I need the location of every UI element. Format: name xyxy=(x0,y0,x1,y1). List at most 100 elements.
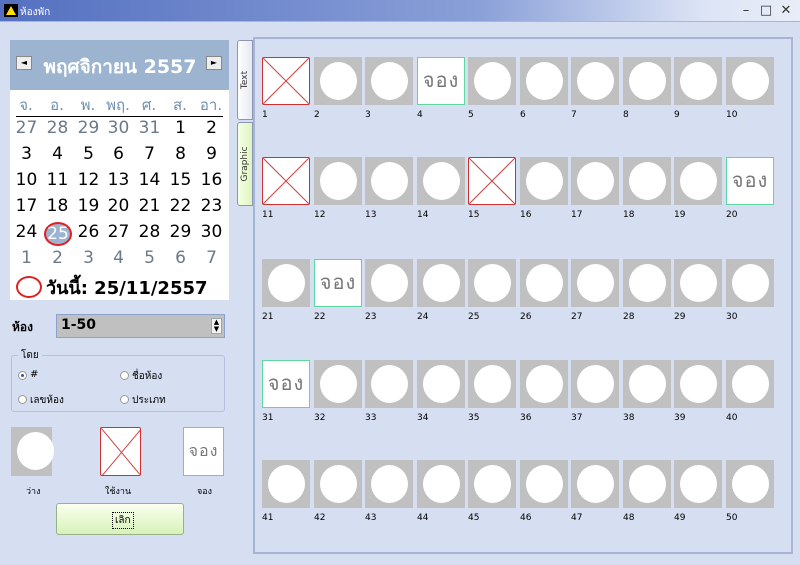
calendar-day[interactable]: 8 xyxy=(175,144,186,164)
maximize-button[interactable]: □ xyxy=(759,3,773,18)
room-reserved-cell[interactable]: จอง xyxy=(417,57,465,105)
room-free-cell[interactable] xyxy=(365,259,413,307)
calendar-day[interactable]: 6 xyxy=(113,144,124,164)
room-free-cell[interactable] xyxy=(520,360,568,408)
room-reserved-cell[interactable]: จอง xyxy=(314,259,362,307)
room-free-cell[interactable] xyxy=(314,57,362,105)
calendar-day[interactable]: 10 xyxy=(15,170,38,190)
room-free-cell[interactable] xyxy=(571,360,619,408)
room-free-cell[interactable] xyxy=(314,157,362,205)
room-free-cell[interactable] xyxy=(674,57,722,105)
room-free-cell[interactable] xyxy=(623,157,671,205)
room-free-cell[interactable] xyxy=(314,360,362,408)
room-free-cell[interactable] xyxy=(417,460,465,508)
room-free-cell[interactable] xyxy=(623,259,671,307)
calendar-day[interactable]: 9 xyxy=(206,144,217,164)
room-free-cell[interactable] xyxy=(674,460,722,508)
room-free-cell[interactable] xyxy=(365,460,413,508)
calendar-day[interactable]: 27 xyxy=(107,222,130,242)
room-free-cell[interactable] xyxy=(726,360,774,408)
room-free-cell[interactable] xyxy=(520,259,568,307)
calendar-day[interactable]: 18 xyxy=(46,196,69,216)
cancel-button[interactable]: เลิก xyxy=(56,503,184,535)
room-free-cell[interactable] xyxy=(417,360,465,408)
calendar-day[interactable]: 30 xyxy=(200,222,223,242)
calendar-day[interactable]: 20 xyxy=(107,196,130,216)
calendar-day[interactable]: 30 xyxy=(107,118,130,138)
room-reserved-cell[interactable]: จอง xyxy=(262,360,310,408)
sort-radio[interactable] xyxy=(120,395,129,404)
close-button[interactable]: ✕ xyxy=(780,3,792,18)
calendar-day[interactable]: 11 xyxy=(46,170,69,190)
calendar-day[interactable]: 23 xyxy=(200,196,223,216)
room-free-cell[interactable] xyxy=(623,360,671,408)
calendar-day[interactable]: 5 xyxy=(144,248,155,268)
calendar-day[interactable]: 31 xyxy=(138,118,161,138)
calendar-day[interactable]: 17 xyxy=(15,196,38,216)
room-free-cell[interactable] xyxy=(726,57,774,105)
sort-radio[interactable] xyxy=(120,371,129,380)
calendar-day[interactable]: 12 xyxy=(77,170,100,190)
room-free-cell[interactable] xyxy=(417,259,465,307)
calendar-day[interactable]: 26 xyxy=(77,222,100,242)
spin-icon[interactable]: ▲ ▼ xyxy=(211,318,222,334)
calendar-day[interactable]: 24 xyxy=(15,222,38,242)
calendar[interactable]: ◄ พฤศจิกายน 2557 ► วันนี้: 25/11/2557 จ.… xyxy=(10,40,229,300)
calendar-day[interactable]: 7 xyxy=(206,248,217,268)
calendar-day[interactable]: 5 xyxy=(83,144,94,164)
room-range-select[interactable]: 1-50 ▲ ▼ xyxy=(56,314,225,338)
calendar-day[interactable]: 28 xyxy=(46,118,69,138)
calendar-day[interactable]: 7 xyxy=(144,144,155,164)
calendar-day[interactable]: 13 xyxy=(107,170,130,190)
room-free-cell[interactable] xyxy=(674,157,722,205)
sort-radio[interactable] xyxy=(18,371,27,380)
calendar-day[interactable]: 22 xyxy=(169,196,192,216)
minimize-button[interactable]: – xyxy=(742,3,750,18)
room-used-cell[interactable] xyxy=(468,157,516,205)
room-free-cell[interactable] xyxy=(468,57,516,105)
room-free-cell[interactable] xyxy=(262,259,310,307)
room-free-cell[interactable] xyxy=(571,460,619,508)
calendar-day[interactable]: 2 xyxy=(206,118,217,138)
calendar-day[interactable]: 4 xyxy=(113,248,124,268)
calendar-day[interactable]: 28 xyxy=(138,222,161,242)
calendar-day[interactable]: 6 xyxy=(175,248,186,268)
calendar-day[interactable]: 3 xyxy=(21,144,32,164)
calendar-day[interactable]: 29 xyxy=(169,222,192,242)
calendar-day[interactable]: 3 xyxy=(83,248,94,268)
calendar-day[interactable]: 4 xyxy=(52,144,63,164)
room-free-cell[interactable] xyxy=(468,360,516,408)
calendar-day[interactable]: 1 xyxy=(175,118,186,138)
room-free-cell[interactable] xyxy=(520,460,568,508)
room-free-cell[interactable] xyxy=(571,157,619,205)
calendar-day[interactable]: 19 xyxy=(77,196,100,216)
room-free-cell[interactable] xyxy=(520,157,568,205)
room-free-cell[interactable] xyxy=(314,460,362,508)
title-bar[interactable]: ห้องพัก – □ ✕ xyxy=(0,0,800,22)
room-free-cell[interactable] xyxy=(365,360,413,408)
calendar-day[interactable]: 1 xyxy=(21,248,32,268)
calendar-day[interactable]: 2 xyxy=(52,248,63,268)
room-free-cell[interactable] xyxy=(623,460,671,508)
room-free-cell[interactable] xyxy=(726,460,774,508)
room-free-cell[interactable] xyxy=(571,259,619,307)
calendar-day[interactable]: 14 xyxy=(138,170,161,190)
calendar-day[interactable]: 27 xyxy=(15,118,38,138)
room-used-cell[interactable] xyxy=(262,157,310,205)
room-free-cell[interactable] xyxy=(468,259,516,307)
room-free-cell[interactable] xyxy=(520,57,568,105)
room-used-cell[interactable] xyxy=(262,57,310,105)
room-free-cell[interactable] xyxy=(468,460,516,508)
calendar-day[interactable]: 16 xyxy=(200,170,223,190)
room-free-cell[interactable] xyxy=(365,57,413,105)
room-free-cell[interactable] xyxy=(417,157,465,205)
room-reserved-cell[interactable]: จอง xyxy=(726,157,774,205)
tab-text[interactable]: Text xyxy=(237,40,253,120)
room-free-cell[interactable] xyxy=(726,259,774,307)
calendar-day-selected[interactable]: 25 xyxy=(44,222,72,246)
room-free-cell[interactable] xyxy=(623,57,671,105)
sort-radio[interactable] xyxy=(18,395,27,404)
room-free-cell[interactable] xyxy=(365,157,413,205)
calendar-day[interactable]: 15 xyxy=(169,170,192,190)
calendar-day[interactable]: 21 xyxy=(138,196,161,216)
